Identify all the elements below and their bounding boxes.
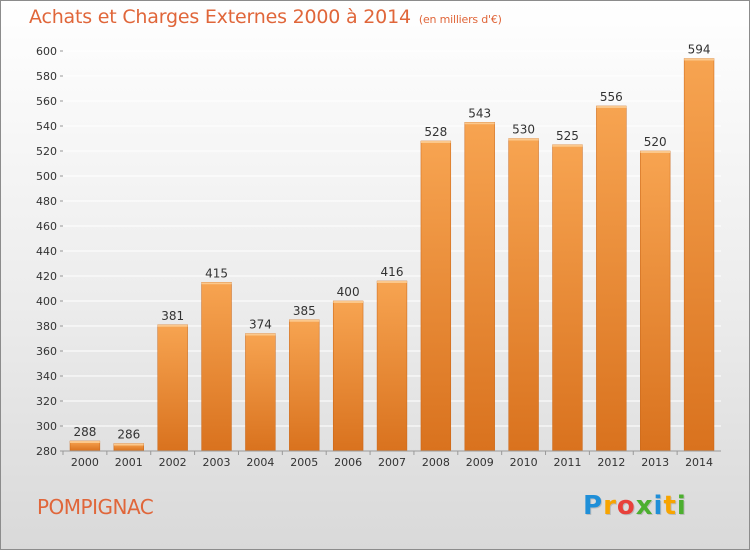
x-tick-label: 2006 (334, 456, 362, 469)
bars (69, 58, 715, 452)
y-tick-label: 400 (36, 295, 57, 308)
logo-letter: i (653, 491, 664, 521)
y-tick-label: 560 (36, 95, 57, 108)
bar-2010 (508, 138, 539, 452)
y-tick-label: 540 (36, 120, 57, 133)
data-label: 556 (600, 90, 623, 104)
bar-highlight (464, 122, 495, 125)
data-label: 543 (468, 106, 491, 120)
bar-2005 (289, 319, 320, 452)
bar-2014 (683, 58, 715, 452)
x-tick-label: 2007 (378, 456, 406, 469)
y-axis-ticks: 280 300 320 340 360 380 400 420 440 460 480 500 520 5… (36, 45, 63, 458)
data-label: 528 (424, 125, 447, 139)
data-label: 286 (117, 428, 140, 442)
y-tick-label: 380 (36, 320, 57, 333)
y-tick-label: 600 (36, 45, 57, 58)
bar-2011 (552, 144, 583, 452)
data-label: 374 (249, 318, 272, 332)
bar-highlight (377, 281, 407, 283)
y-tick-label: 520 (36, 145, 57, 158)
data-labels: 288 286 381 415 374 385 400 416 528 543 530 525 556 5… (73, 43, 710, 442)
data-label: 594 (688, 43, 711, 57)
data-label: 415 (205, 266, 228, 280)
commune-name: POMPIGNAC (37, 495, 154, 519)
x-tick-label: 2003 (203, 456, 231, 469)
bar-2002 (157, 324, 188, 452)
bar-2004 (245, 333, 276, 452)
data-label: 520 (644, 135, 667, 149)
bar-highlight (157, 324, 188, 327)
x-tick-label: 2004 (246, 456, 274, 469)
bar-highlight (333, 301, 364, 303)
logo-letter: t (663, 491, 677, 521)
x-tick-label: 2010 (510, 456, 538, 469)
bar-2009 (464, 122, 495, 452)
chart-subtitle: (en milliers d'€) (418, 13, 502, 26)
x-tick-label: 2005 (290, 456, 318, 469)
y-tick-label: 300 (36, 420, 57, 433)
y-tick-label: 360 (36, 345, 57, 358)
bar-2006 (332, 300, 364, 452)
bar-highlight (640, 151, 671, 153)
y-tick-label: 440 (36, 245, 57, 258)
data-label: 416 (381, 265, 404, 279)
x-tick-label: 2000 (71, 456, 99, 469)
logo-letter: i (676, 491, 687, 521)
bar-2007 (376, 280, 408, 452)
y-tick-label: 420 (36, 270, 57, 283)
bar-highlight (596, 106, 627, 108)
x-tick-label: 2002 (159, 456, 187, 469)
y-tick-label: 480 (36, 195, 57, 208)
bar-highlight (245, 333, 276, 336)
y-tick-label: 460 (36, 220, 57, 233)
y-tick-label: 340 (36, 370, 57, 383)
bar-highlight (420, 141, 451, 143)
data-label: 525 (556, 129, 579, 143)
x-tick-label: 2012 (597, 456, 625, 469)
y-tick-label: 280 (36, 445, 57, 458)
chart-title: Achats et Charges Externes 2000 à 2014 (e… (29, 6, 502, 28)
bar-highlight (684, 58, 714, 61)
y-tick-label: 500 (36, 170, 57, 183)
chart-title-text: Achats et Charges Externes 2000 à 2014 (29, 6, 411, 28)
bar-2008 (420, 140, 452, 452)
x-tick-label: 2009 (466, 456, 494, 469)
x-tick-label: 2001 (115, 456, 143, 469)
x-tick-label: 2014 (685, 456, 713, 469)
bar-highlight (201, 282, 232, 285)
logo-letter: r (603, 491, 617, 521)
data-label: 400 (337, 285, 360, 299)
bar-2013 (640, 150, 671, 452)
data-label: 288 (73, 425, 96, 439)
bar-highlight (70, 441, 100, 443)
proxiti-logo: Proxiti (583, 491, 687, 521)
logo-letter: P (583, 491, 604, 521)
bar-highlight (289, 319, 320, 322)
logo-letter: x (635, 491, 654, 521)
x-tick-label: 2013 (641, 456, 669, 469)
bar-highlight (552, 144, 583, 147)
y-tick-label: 580 (36, 70, 57, 83)
x-tick-label: 2008 (422, 456, 450, 469)
logo-letter: o (616, 491, 636, 521)
bar-2012 (596, 105, 627, 452)
x-axis-ticks: 2000 2001 2002 2003 2004 2005 2006 2007 2008 2009… (62, 450, 721, 469)
data-label: 530 (512, 123, 535, 137)
data-label: 381 (161, 309, 184, 323)
data-label: 385 (293, 304, 316, 318)
bar-highlight (113, 443, 144, 446)
bar-2003 (201, 282, 232, 452)
y-tick-label: 320 (36, 395, 57, 408)
bar-highlight (508, 138, 539, 141)
x-tick-label: 2011 (553, 456, 581, 469)
